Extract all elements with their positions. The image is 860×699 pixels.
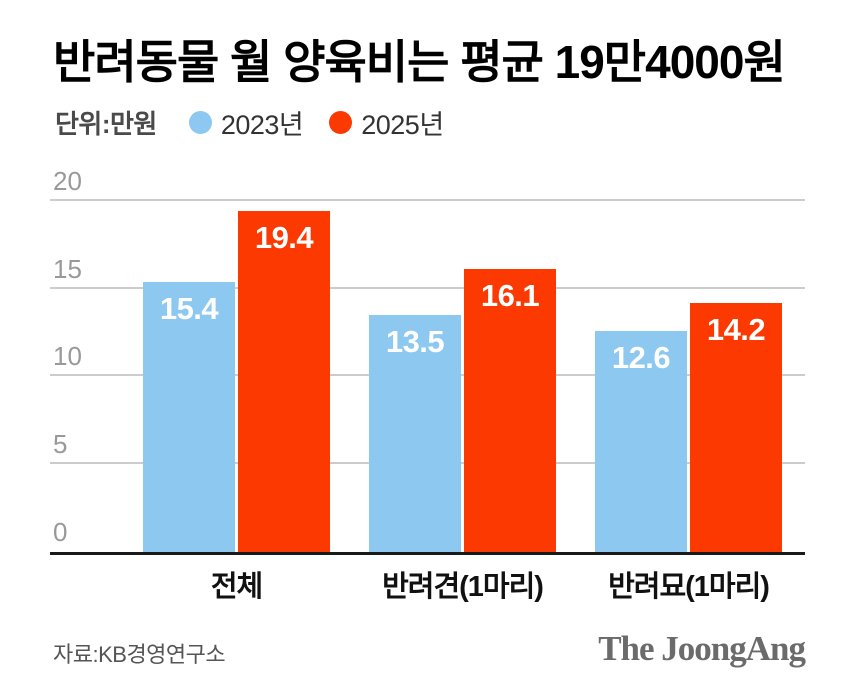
bar-value-label: 15.4 — [159, 290, 219, 326]
bar-2025년-반려견(1마리): 16.1 — [464, 269, 556, 552]
gridline-20 — [50, 198, 805, 201]
bar-2023년-반려묘(1마리): 12.6 — [595, 330, 687, 552]
legend-swatch-2025-icon — [329, 111, 353, 135]
y-tick-label-10: 10 — [53, 341, 82, 372]
y-tick-label-5: 5 — [53, 429, 68, 460]
bar-2023년-반려견(1마리): 13.5 — [369, 314, 461, 552]
bar-group-1: 15.4 19.4 — [143, 211, 330, 552]
legend-label-2023: 2023년 — [220, 110, 304, 141]
bar-2023년-전체: 15.4 — [143, 281, 235, 552]
bar-groups: 15.4 19.4 13.5 16.1 12.6 14.2 — [143, 211, 782, 552]
footer: 자료:KB경영연구소 The JoongAng — [53, 629, 806, 669]
chart-title: 반려동물 월 양육비는 평균 19만4000원 — [53, 36, 786, 88]
legend-item-2025: 2025년 — [329, 103, 444, 142]
legend-label-2025: 2025년 — [361, 110, 444, 141]
legend-item-2023: 2023년 — [188, 103, 304, 142]
source-label: 자료:KB경영연구소 — [53, 642, 226, 667]
x-axis-label-2: 반려견(1마리) — [382, 570, 544, 603]
x-axis-label-1: 전체 — [210, 570, 263, 603]
y-tick-label-15: 15 — [53, 253, 82, 284]
publisher-logo: The JoongAng — [598, 629, 806, 668]
x-axis-label-3: 반려묘(1마리) — [608, 570, 770, 603]
bar-value-label: 14.2 — [706, 311, 766, 347]
bar-value-label: 19.4 — [254, 220, 314, 256]
bar-value-label: 16.1 — [480, 278, 540, 314]
bar-value-label: 12.6 — [611, 339, 671, 375]
bar-group-3: 12.6 14.2 — [595, 302, 782, 552]
y-tick-label-0: 0 — [53, 516, 68, 547]
gridline-15 — [50, 286, 805, 289]
x-axis-labels: 전체 반려견(1마리) 반려묘(1마리) — [143, 563, 805, 605]
legend: 단위:만원 2023년 2025년 — [55, 107, 810, 140]
unit-label: 단위:만원 — [55, 109, 157, 140]
bar-chart-plot-area: 0 5 10 15 20 15.4 19.4 13.5 16.1 12.6 14.2 — [50, 168, 805, 555]
bar-group-2: 13.5 16.1 — [369, 269, 556, 552]
y-tick-label-20: 20 — [53, 165, 82, 196]
bar-2025년-반려묘(1마리): 14.2 — [690, 302, 782, 552]
bar-2025년-전체: 19.4 — [238, 211, 330, 552]
bar-value-label: 13.5 — [385, 323, 445, 359]
legend-swatch-2023-icon — [188, 111, 212, 135]
